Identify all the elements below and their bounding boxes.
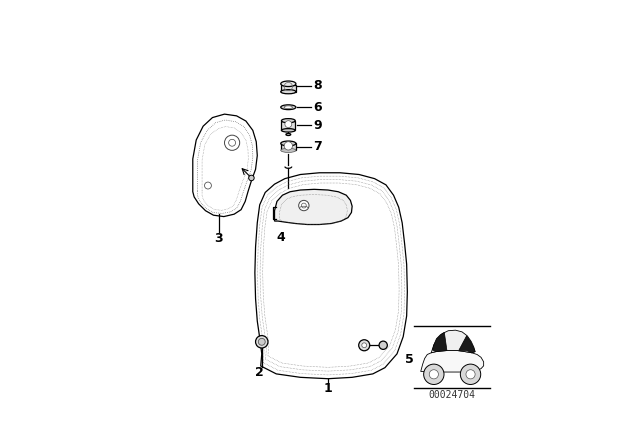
Polygon shape [275,190,352,224]
Ellipse shape [284,106,292,108]
Polygon shape [255,173,407,379]
Text: 1: 1 [324,382,332,395]
Text: 5: 5 [404,353,413,366]
Ellipse shape [282,129,295,132]
Ellipse shape [281,90,296,94]
Polygon shape [281,143,296,151]
Text: 9: 9 [313,119,322,132]
Circle shape [299,200,309,211]
Circle shape [466,370,475,379]
Circle shape [259,338,265,345]
Circle shape [284,142,292,150]
Ellipse shape [281,105,296,110]
Circle shape [255,336,268,348]
Text: 4: 4 [276,231,285,244]
Text: 00024704: 00024704 [429,390,476,400]
Circle shape [301,203,307,208]
Text: 3: 3 [214,232,223,245]
Text: 8: 8 [313,79,322,92]
Ellipse shape [281,81,296,86]
Polygon shape [459,336,475,353]
Polygon shape [282,121,295,130]
Ellipse shape [281,141,296,146]
Circle shape [379,341,387,349]
Circle shape [205,182,211,189]
Polygon shape [420,350,484,372]
Polygon shape [433,332,447,352]
Circle shape [429,370,438,379]
Text: 7: 7 [313,140,322,153]
Circle shape [249,175,254,181]
Circle shape [228,139,236,146]
Circle shape [424,364,444,384]
Ellipse shape [282,119,295,123]
Polygon shape [431,330,475,353]
Ellipse shape [286,134,291,135]
Ellipse shape [281,148,296,152]
Circle shape [285,121,292,128]
Text: 2: 2 [255,366,264,379]
Polygon shape [193,114,257,216]
Circle shape [460,364,481,384]
Circle shape [362,343,367,348]
Circle shape [225,135,240,151]
Polygon shape [281,85,296,92]
Circle shape [358,340,370,351]
Text: 6: 6 [313,101,322,114]
